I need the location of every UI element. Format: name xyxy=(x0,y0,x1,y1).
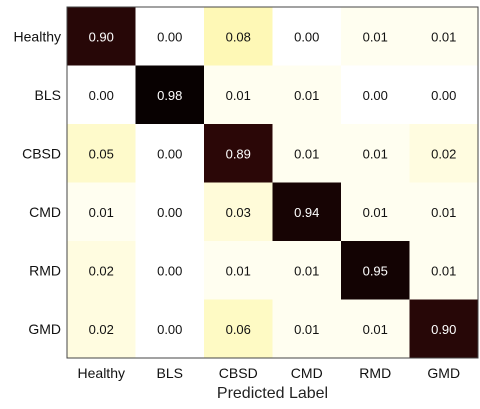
cell-value-label: 0.89 xyxy=(226,146,251,161)
cell-value-label: 0.00 xyxy=(294,29,319,44)
heatmap-cell-r2-c2 xyxy=(204,124,273,183)
heatmap-cell-r2-c1 xyxy=(135,124,205,183)
heatmap-cell-r0-c5 xyxy=(409,7,479,66)
cell-value-label: 0.01 xyxy=(294,88,319,103)
cell-value-label: 0.00 xyxy=(157,322,182,337)
heatmap-cell-r4-c0 xyxy=(67,241,136,300)
cell-value-label: 0.01 xyxy=(431,263,456,278)
cell-value-label: 0.01 xyxy=(363,322,388,337)
y-axis-tick-labels: Healthy BLS CBSD CMD RMD GMD xyxy=(14,28,61,337)
cell-value-label: 0.01 xyxy=(431,205,456,220)
x-tick-label: CBSD xyxy=(219,365,258,381)
heatmap-cell-r3-c3 xyxy=(272,182,342,242)
y-tick-label: BLS xyxy=(35,87,61,103)
heatmap-cell-r2-c3 xyxy=(272,124,342,183)
heatmap-cell-r1-c1 xyxy=(135,65,205,125)
heatmap-cell-r4-c3 xyxy=(272,241,342,300)
heatmap-cell-r3-c2 xyxy=(204,182,273,242)
cell-value-label: 0.00 xyxy=(431,88,456,103)
heatmap-cell-r1-c3 xyxy=(272,65,342,125)
heatmap-cell-r5-c0 xyxy=(67,299,136,359)
heatmap-cell-r4-c2 xyxy=(204,241,273,300)
cell-value-label: 0.02 xyxy=(431,146,456,161)
plot-frame xyxy=(66,6,479,359)
cell-value-label: 0.95 xyxy=(363,263,388,278)
heatmap-cell-r3-c5 xyxy=(409,182,479,242)
cell-value-label: 0.02 xyxy=(89,263,114,278)
heatmap-cell-labels: 0.90 0.00 0.08 0.00 0.01 0.01 0.00 0.98 0.01 0.01… xyxy=(89,29,457,337)
heatmap-cell-r3-c1 xyxy=(135,182,205,242)
cell-value-label: 0.90 xyxy=(431,322,456,337)
cell-value-label: 0.02 xyxy=(89,322,114,337)
cell-value-label: 0.90 xyxy=(89,29,114,44)
heatmap-cell-r5-c2 xyxy=(204,299,273,359)
heatmap-cells xyxy=(67,7,479,359)
heatmap-cell-r4-c4 xyxy=(341,241,410,300)
heatmap-cell-r5-c5 xyxy=(409,299,479,359)
heatmap-cell-r1-c5 xyxy=(409,65,479,125)
cell-value-label: 0.94 xyxy=(294,205,319,220)
cell-value-label: 0.06 xyxy=(226,322,251,337)
cell-value-label: 0.00 xyxy=(89,88,114,103)
heatmap-cell-r3-c4 xyxy=(341,182,410,242)
y-tick-label: Healthy xyxy=(14,28,61,44)
cell-value-label: 0.00 xyxy=(157,146,182,161)
x-tick-label: GMD xyxy=(427,365,460,381)
y-tick-label: GMD xyxy=(28,321,61,337)
heatmap-cell-r0-c1 xyxy=(135,7,205,66)
y-tick-label: RMD xyxy=(29,262,61,278)
x-tick-label: RMD xyxy=(359,365,391,381)
cell-value-label: 0.03 xyxy=(226,205,251,220)
cell-value-label: 0.01 xyxy=(226,263,251,278)
y-tick-label: CBSD xyxy=(22,145,61,161)
y-tick-label: CMD xyxy=(29,204,61,220)
cell-value-label: 0.98 xyxy=(157,88,182,103)
heatmap-cell-r0-c4 xyxy=(341,7,410,66)
x-axis-title: Predicted Label xyxy=(217,385,328,402)
cell-value-label: 0.01 xyxy=(294,146,319,161)
cell-value-label: 0.00 xyxy=(363,88,388,103)
cell-value-label: 0.01 xyxy=(363,29,388,44)
x-tick-label: Healthy xyxy=(78,365,125,381)
heatmap-cell-r4-c5 xyxy=(409,241,479,300)
cell-value-label: 0.01 xyxy=(363,205,388,220)
cell-value-label: 0.01 xyxy=(431,29,456,44)
cell-value-label: 0.00 xyxy=(157,205,182,220)
x-tick-label: BLS xyxy=(157,365,183,381)
heatmap-cell-r4-c1 xyxy=(135,241,205,300)
heatmap-cell-r1-c4 xyxy=(341,65,410,125)
heatmap-cell-r1-c0 xyxy=(67,65,136,125)
heatmap-cell-r0-c2 xyxy=(204,7,273,66)
heatmap-cell-r2-c0 xyxy=(67,124,136,183)
cell-value-label: 0.05 xyxy=(89,146,114,161)
heatmap-cell-r5-c1 xyxy=(135,299,205,359)
cell-value-label: 0.01 xyxy=(89,205,114,220)
cell-value-label: 0.01 xyxy=(294,322,319,337)
heatmap-cell-r3-c0 xyxy=(67,182,136,242)
cell-value-label: 0.01 xyxy=(294,263,319,278)
heatmap-cell-r5-c3 xyxy=(272,299,342,359)
heatmap-cell-r0-c0 xyxy=(67,7,136,66)
heatmap-cell-r2-c5 xyxy=(409,124,479,183)
cell-value-label: 0.01 xyxy=(363,146,388,161)
cell-value-label: 0.00 xyxy=(157,29,182,44)
heatmap-cell-r5-c4 xyxy=(341,299,410,359)
cell-value-label: 0.01 xyxy=(226,88,251,103)
cell-value-label: 0.08 xyxy=(226,29,251,44)
x-axis-tick-labels: Healthy BLS CBSD CMD RMD GMD xyxy=(78,365,461,381)
x-tick-label: CMD xyxy=(291,365,323,381)
heatmap-cell-r2-c4 xyxy=(341,124,410,183)
heatmap-cell-r1-c2 xyxy=(204,65,273,125)
cell-value-label: 0.00 xyxy=(157,263,182,278)
heatmap-cell-r0-c3 xyxy=(272,7,342,66)
